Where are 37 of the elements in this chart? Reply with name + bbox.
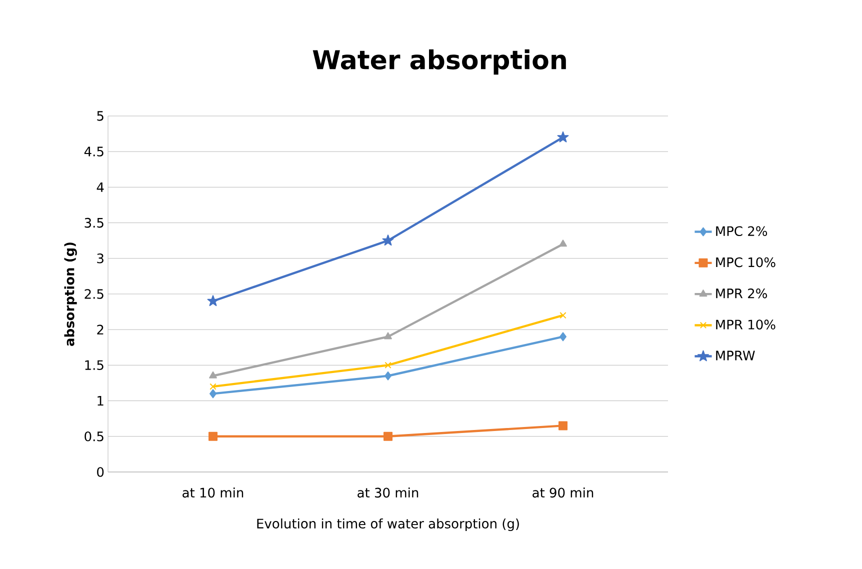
x-tick-label: at 30 min (358, 488, 418, 498)
point (384, 432, 393, 441)
y-axis-title: absorption (g) (64, 242, 77, 346)
point (558, 421, 568, 430)
point (559, 240, 567, 247)
point (207, 295, 219, 306)
chart-title: Water absorption (312, 49, 566, 75)
x-tick-label: at 90 min (532, 488, 594, 498)
point (208, 432, 218, 441)
point (384, 371, 392, 380)
x-axis-title: Evolution in time of water absorption (g) (257, 518, 519, 532)
y-tick-label: 1.5 (85, 360, 104, 370)
point (210, 383, 216, 390)
point (210, 389, 217, 398)
point (209, 371, 217, 378)
legend-label: MPR 2% (716, 288, 767, 298)
point (384, 332, 392, 340)
legend-label: MPC 2% (716, 226, 768, 236)
legend-label: MPC 10% (716, 257, 776, 268)
point (382, 234, 394, 246)
y-tick-label: 0 (97, 467, 104, 477)
x-tick-label: at 10 min (182, 488, 244, 498)
point (560, 312, 566, 319)
point (557, 131, 569, 142)
y-tick-label: 1 (98, 396, 104, 406)
point (384, 362, 392, 369)
y-tick-label: 2 (97, 324, 104, 334)
y-tick-label: 2.5 (84, 289, 104, 299)
legend-label: MPR 10% (716, 320, 776, 330)
y-tick-label: 4 (96, 182, 104, 192)
y-tick-label: 3.5 (84, 218, 104, 228)
y-tick-label: 3 (97, 253, 104, 264)
legend-label: MPRW (716, 350, 755, 360)
y-tick-label: 0.5 (84, 431, 104, 442)
point (560, 332, 566, 342)
y-tick-label: 4.5 (84, 146, 104, 156)
y-tick-label: 5 (97, 111, 104, 121)
